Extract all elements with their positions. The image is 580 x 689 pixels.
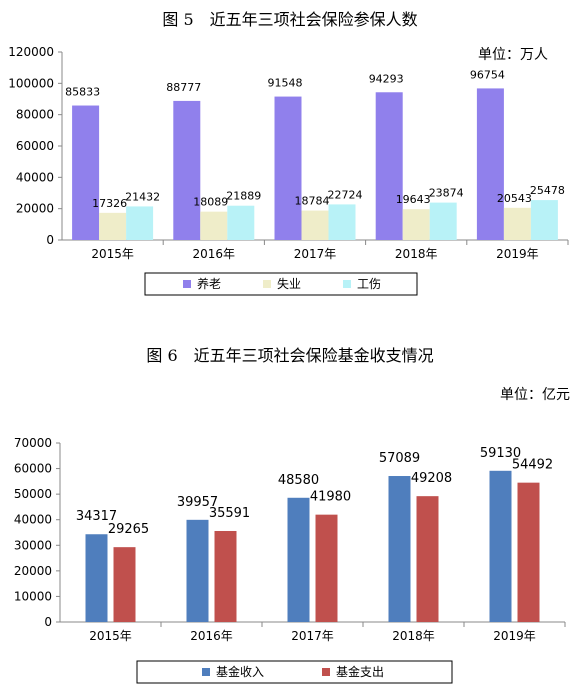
chart2-data-label: 35591 [209, 506, 250, 521]
chart2-data-label: 41980 [310, 490, 351, 505]
chart2-data-label: 49208 [411, 471, 452, 486]
chart1-svg: 0 20000 40000 60000 80000 100000 120000 2015年 85… [8, 45, 569, 296]
chart1-data-label: 91548 [268, 77, 303, 90]
chart1-y-tick-label: 40000 [16, 170, 54, 184]
chart1-y-tick-label: 100000 [8, 76, 54, 90]
chart2-y-tick-label: 10000 [14, 589, 52, 603]
chart2-y-tick-label: 60000 [14, 462, 52, 476]
chart1-bar [328, 204, 356, 240]
chart2-y-tick-label: 30000 [14, 538, 52, 552]
chart1-category-label: 2015年 [91, 247, 134, 261]
chart1-data-label: 23874 [429, 187, 464, 200]
chart1-legend-swatch [343, 280, 351, 288]
chart1-y-tick-label: 20000 [16, 202, 54, 216]
chart2-unit: 单位：亿元 [500, 387, 570, 403]
chart2-category-label: 2018年 [392, 629, 435, 643]
chart1-category-label: 2019年 [496, 247, 539, 261]
chart1-bar [375, 92, 403, 241]
chart1-y-tick-label: 80000 [16, 108, 54, 122]
chart2-bar [489, 470, 512, 622]
chart2-legend-label: 基金支出 [336, 664, 384, 679]
chart1-data-label: 17326 [92, 197, 127, 210]
chart1-data-label: 21889 [226, 190, 261, 203]
chart2-category-label: 2016年 [190, 629, 233, 643]
chart2-bar [113, 547, 136, 622]
chart1-bar [429, 202, 457, 240]
chart1-bar [200, 211, 228, 240]
chart1-data-label: 21432 [125, 190, 160, 203]
chart1-title: 图 5 近五年三项社会保险参保人数 [162, 10, 418, 29]
chart1-data-label: 94293 [369, 72, 404, 85]
chart2-bar [186, 519, 209, 622]
chart1-bar [503, 207, 531, 240]
chart1-legend-swatch [263, 280, 271, 288]
chart1-category-label: 2017年 [294, 247, 337, 261]
chart1-bar [99, 212, 127, 240]
chart1-legend-label: 工伤 [357, 277, 381, 291]
chart2-bar [388, 476, 411, 622]
chart2-bar [85, 534, 108, 622]
chart1-y-tick-label: 60000 [16, 139, 54, 153]
chart2-bar [315, 514, 338, 622]
chart2-legend-label: 基金收入 [216, 664, 264, 679]
chart2-y-tick-label: 50000 [14, 487, 52, 501]
chart2-data-label: 39957 [177, 495, 218, 510]
chart2-legend [136, 660, 453, 684]
chart1-data-label: 18784 [295, 195, 330, 208]
chart1-data-label: 19643 [396, 193, 431, 206]
chart2-data-label: 59130 [480, 446, 521, 461]
chart1-data-label: 25478 [530, 184, 565, 197]
chart1-legend-label: 养老 [197, 276, 221, 291]
chart2-bar [517, 482, 540, 622]
chart1-y-tick-label: 0 [46, 233, 54, 247]
chart1-bar [72, 105, 100, 241]
chart2-data-label: 48580 [278, 473, 319, 488]
chart1-bar [476, 88, 504, 240]
chart1-bar [301, 210, 329, 240]
chart1-bar [274, 96, 302, 240]
chart2-category-label: 2019年 [493, 629, 536, 643]
chart2-bar [416, 496, 439, 622]
chart2-legend-swatch [322, 668, 330, 676]
chart2-y-tick-label: 70000 [14, 436, 52, 450]
chart2-data-label: 57089 [379, 451, 420, 466]
chart2-y-tick-label: 0 [44, 615, 52, 629]
chart2-category-label: 2017年 [291, 629, 334, 643]
chart2-data-label: 34317 [76, 509, 117, 524]
chart1-bar [173, 100, 201, 240]
chart2-legend-swatch [202, 668, 210, 676]
chart1-category-label: 2016年 [193, 247, 236, 261]
chart2-bar [214, 530, 237, 622]
chart1-unit: 单位：万人 [478, 47, 548, 63]
chart1-y-tick-label: 120000 [8, 45, 54, 59]
chart1-data-label: 20543 [497, 192, 532, 205]
chart1-legend-swatch [183, 280, 191, 288]
chart1-bar [530, 200, 558, 240]
chart1-bar [227, 205, 255, 240]
chart1-legend [144, 272, 418, 296]
chart1-bar [126, 206, 154, 240]
chart1-data-label: 88777 [166, 81, 201, 94]
chart1-legend-label: 失业 [277, 276, 301, 291]
chart1-data-label: 18089 [193, 196, 228, 209]
chart2-bar [287, 497, 310, 622]
chart2-category-label: 2015年 [89, 629, 132, 643]
chart2-y-tick-label: 20000 [14, 564, 52, 578]
chart2-title: 图 6 近五年三项社会保险基金收支情况 [146, 346, 434, 365]
chart2-y-tick-label: 40000 [14, 513, 52, 527]
chart2-data-label: 54492 [512, 458, 553, 473]
chart2-data-label: 29265 [108, 522, 149, 537]
chart1-data-label: 85833 [65, 86, 100, 99]
chart1-category-label: 2018年 [395, 247, 438, 261]
chart1-data-label: 22724 [328, 188, 363, 201]
chart1-data-label: 96754 [470, 68, 505, 81]
chart1-bar [402, 209, 430, 240]
